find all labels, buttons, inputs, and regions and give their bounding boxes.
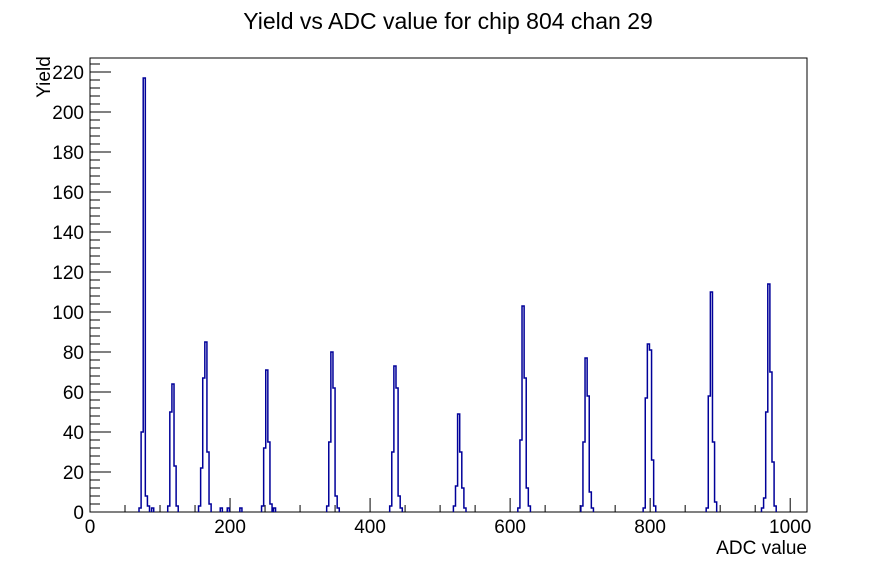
y-tick-label: 220 [52, 63, 84, 84]
x-tick-label: 800 [634, 517, 666, 538]
x-tick-label: 600 [494, 517, 526, 538]
y-tick-label: 140 [52, 223, 84, 244]
y-tick-label: 200 [52, 103, 84, 124]
x-axis-title: ADC value [716, 538, 807, 559]
y-tick-label: 0 [73, 503, 84, 524]
plot-frame [89, 57, 808, 513]
y-tick-label: 60 [63, 383, 84, 404]
y-tick-label: 40 [63, 423, 84, 444]
y-tick-label: 100 [52, 303, 84, 324]
y-tick-label: 80 [63, 343, 84, 364]
histogram-line [138, 77, 777, 512]
y-tick-label: 120 [52, 263, 84, 284]
chart-title: Yield vs ADC value for chip 804 chan 29 [243, 8, 653, 34]
x-tick-label: 200 [214, 517, 246, 538]
x-tick-label: 0 [85, 517, 96, 538]
y-tick-label: 180 [52, 143, 84, 164]
x-tick-label: 1000 [769, 517, 811, 538]
x-tick-label: 400 [354, 517, 386, 538]
y-tick-label: 160 [52, 183, 84, 204]
y-tick-label: 20 [63, 463, 84, 484]
